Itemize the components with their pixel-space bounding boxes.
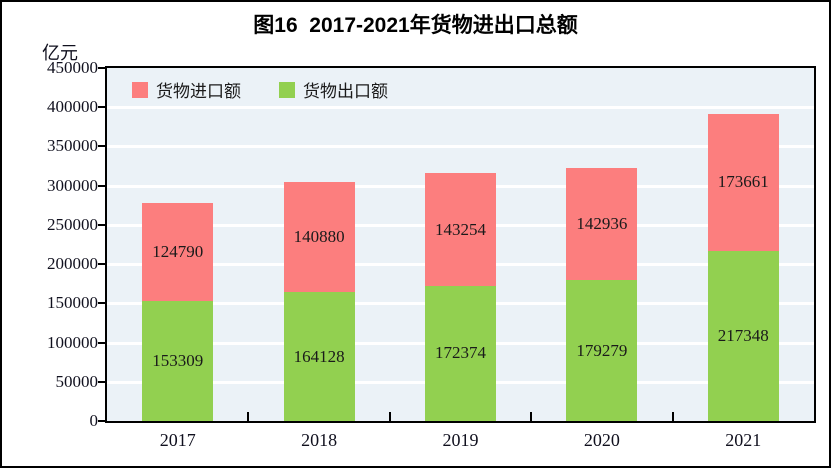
x-tick-label-2019: 2019 <box>442 430 479 450</box>
y-tick-label: 0 <box>89 411 99 430</box>
import-value-label: 143254 <box>435 219 486 239</box>
bar-segment-export-2020: 179279 <box>566 280 638 421</box>
bar-segment-import-2021: 173661 <box>707 114 779 251</box>
y-tick-mark <box>98 380 105 383</box>
import-value-label: 142936 <box>576 214 628 234</box>
legend-swatch-export <box>279 81 295 98</box>
y-tick-mark <box>98 420 105 422</box>
legend-swatch-import <box>132 81 148 98</box>
y-tick-label: 200000 <box>47 254 98 274</box>
export-value-label: 217348 <box>717 325 769 345</box>
bar-segment-import-2018: 140880 <box>283 181 355 293</box>
x-tick-label-2018: 2018 <box>301 430 338 450</box>
import-value-label: 124790 <box>152 241 204 261</box>
stacked-bar-2019: 172374 143254 <box>425 173 496 421</box>
bar-segment-export-2017: 153309 <box>142 300 214 421</box>
x-tick-mark <box>671 412 674 421</box>
x-tick-label-2020: 2020 <box>583 430 620 450</box>
bar-segment-export-2021: 217348 <box>707 250 779 421</box>
y-tick-mark <box>98 67 105 69</box>
y-tick-mark <box>98 341 105 344</box>
stacked-bar-2017: 153309 124790 <box>142 202 214 421</box>
y-tick-label: 350000 <box>47 136 98 156</box>
x-tick-mark <box>530 412 533 421</box>
y-tick-mark <box>98 263 105 266</box>
bar-segment-import-2019: 143254 <box>425 173 496 286</box>
bar-segment-import-2020: 142936 <box>566 168 638 281</box>
legend-item-export: 货物出口额 <box>279 77 388 102</box>
stacked-bar-2021: 217348 173661 <box>707 114 779 421</box>
y-tick-label: 400000 <box>47 97 98 117</box>
stacked-bar-2020: 179279 142936 <box>566 168 638 421</box>
stacked-bar-2018: 164128 140880 <box>283 181 355 421</box>
y-tick-mark <box>98 302 105 305</box>
import-value-label: 173661 <box>717 172 769 192</box>
export-value-label: 153309 <box>152 350 204 370</box>
y-tick-mark <box>98 106 105 109</box>
x-tick-label-2017: 2017 <box>159 430 196 450</box>
export-value-label: 164128 <box>293 346 345 366</box>
bar-segment-export-2018: 164128 <box>283 292 355 421</box>
x-tick-mark <box>247 412 250 421</box>
y-tick-label: 250000 <box>47 214 98 234</box>
y-tick-label: 150000 <box>47 293 98 313</box>
bar-segment-export-2019: 172374 <box>425 285 496 421</box>
gridline <box>107 145 814 149</box>
legend-label-import: 货物进口额 <box>156 82 241 101</box>
y-axis-unit-label: 亿元 <box>42 43 78 63</box>
plot-area: 153309 124790 164128 140880 172374 143254 1792… <box>105 66 816 423</box>
y-tick-label: 300000 <box>47 175 98 195</box>
x-tick-mark <box>388 412 391 421</box>
legend-item-import: 货物进口额 <box>132 77 241 102</box>
gridline <box>107 106 814 110</box>
bar-segment-import-2017: 124790 <box>142 202 214 301</box>
x-tick-label-2021: 2021 <box>725 430 762 450</box>
y-tick-mark <box>98 223 105 226</box>
export-value-label: 179279 <box>576 340 628 360</box>
y-tick-label: 50000 <box>55 371 99 391</box>
legend-label-export: 货物出口额 <box>303 82 388 101</box>
chart-title: 图16 2017-2021年货物进出口总额 <box>253 14 578 37</box>
export-value-label: 172374 <box>435 343 486 363</box>
y-tick-label: 450000 <box>47 58 98 77</box>
y-tick-mark <box>98 145 105 148</box>
legend: 货物进口额 货物出口额 <box>132 77 388 102</box>
y-tick-mark <box>98 184 105 187</box>
import-value-label: 140880 <box>293 227 345 247</box>
y-tick-label: 100000 <box>47 332 98 352</box>
